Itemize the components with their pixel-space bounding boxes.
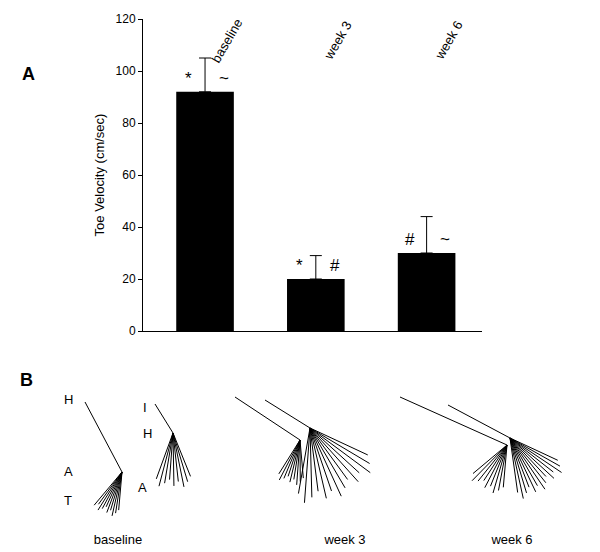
svg-text:B: B — [20, 370, 33, 390]
svg-text:*: * — [185, 69, 192, 88]
svg-text:A: A — [64, 464, 73, 479]
svg-text:H: H — [64, 392, 73, 407]
svg-text:120: 120 — [116, 12, 136, 26]
svg-text:H: H — [143, 426, 152, 441]
svg-text:week 6: week 6 — [490, 532, 532, 547]
svg-text:Toe Velocity (cm/sec): Toe Velocity (cm/sec) — [92, 114, 107, 237]
svg-text:60: 60 — [122, 168, 136, 182]
svg-text:~: ~ — [440, 230, 450, 249]
svg-text:week 3: week 3 — [323, 532, 365, 547]
svg-text:#: # — [405, 230, 415, 249]
svg-text:baseline: baseline — [208, 16, 245, 65]
svg-text:~: ~ — [219, 69, 229, 88]
svg-text:40: 40 — [122, 220, 136, 234]
svg-text:I: I — [143, 400, 147, 415]
svg-text:week 3: week 3 — [321, 19, 355, 63]
svg-text:#: # — [330, 256, 340, 275]
svg-text:baseline: baseline — [94, 532, 142, 547]
svg-text:0: 0 — [129, 324, 136, 338]
svg-text:80: 80 — [122, 116, 136, 130]
svg-text:A: A — [22, 64, 35, 84]
svg-text:100: 100 — [116, 64, 136, 78]
svg-text:20: 20 — [122, 272, 136, 286]
svg-text:T: T — [64, 493, 72, 508]
svg-text:*: * — [296, 256, 303, 275]
svg-text:week 6: week 6 — [432, 18, 466, 62]
svg-text:A: A — [138, 480, 147, 495]
